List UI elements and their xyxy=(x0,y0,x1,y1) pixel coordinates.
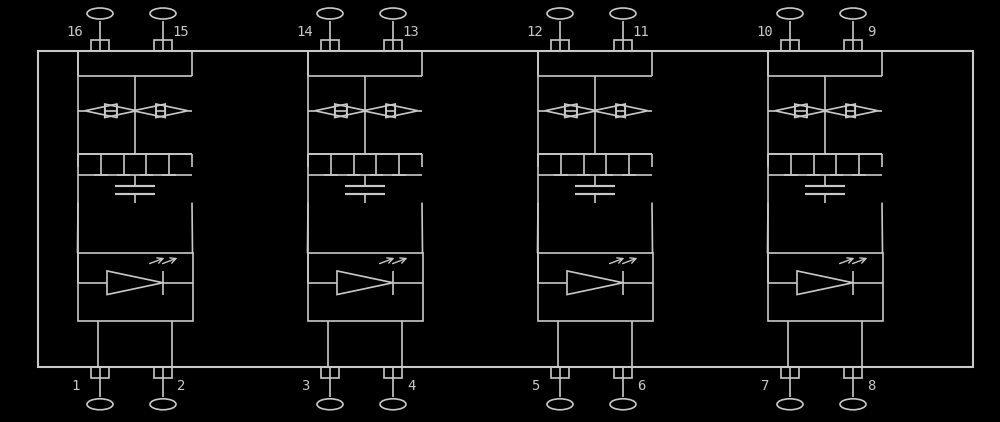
Text: 6: 6 xyxy=(637,379,645,393)
Text: 12: 12 xyxy=(527,24,543,39)
Bar xyxy=(844,367,862,378)
Bar xyxy=(91,40,109,51)
Text: 4: 4 xyxy=(407,379,415,393)
Text: 14: 14 xyxy=(297,24,313,39)
Bar xyxy=(321,367,339,378)
Text: 11: 11 xyxy=(633,24,649,39)
Bar xyxy=(308,253,422,321)
Bar xyxy=(538,253,652,321)
Text: 10: 10 xyxy=(757,24,773,39)
Text: 9: 9 xyxy=(867,24,875,39)
Bar xyxy=(321,40,339,51)
Bar xyxy=(781,367,799,378)
Bar xyxy=(781,40,799,51)
Text: 15: 15 xyxy=(173,24,189,39)
Text: 2: 2 xyxy=(177,379,185,393)
Text: 5: 5 xyxy=(531,379,539,393)
Bar xyxy=(384,367,402,378)
Bar xyxy=(844,40,862,51)
Bar xyxy=(78,253,192,321)
Bar xyxy=(614,40,632,51)
Text: 7: 7 xyxy=(761,379,769,393)
Text: 1: 1 xyxy=(71,379,79,393)
Text: 3: 3 xyxy=(301,379,309,393)
Bar xyxy=(91,367,109,378)
Bar xyxy=(614,367,632,378)
Text: 8: 8 xyxy=(867,379,875,393)
Text: 16: 16 xyxy=(67,24,83,39)
Bar xyxy=(154,40,172,51)
Bar xyxy=(38,51,973,367)
Bar xyxy=(551,40,569,51)
Bar xyxy=(154,367,172,378)
Bar xyxy=(384,40,402,51)
Bar xyxy=(551,367,569,378)
Text: 13: 13 xyxy=(403,24,419,39)
Bar xyxy=(768,253,883,321)
